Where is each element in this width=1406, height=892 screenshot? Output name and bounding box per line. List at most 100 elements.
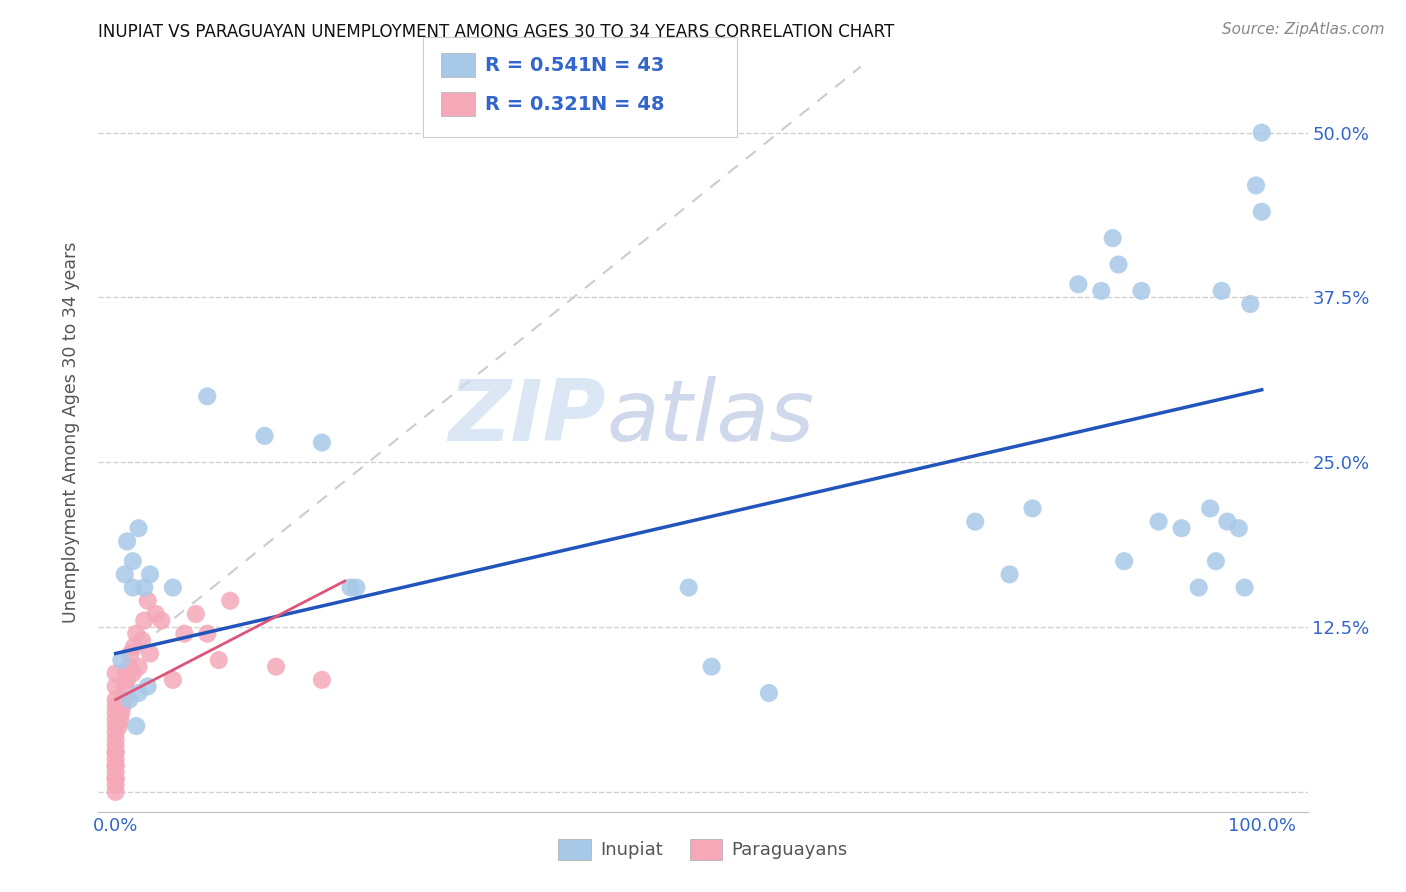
- Point: [1227, 521, 1250, 535]
- Point: [115, 673, 138, 687]
- Point: [311, 673, 333, 687]
- Point: [110, 706, 132, 720]
- Point: [104, 758, 127, 772]
- Point: [104, 752, 127, 766]
- Y-axis label: Unemployment Among Ages 30 to 34 years: Unemployment Among Ages 30 to 34 years: [62, 242, 80, 624]
- Point: [104, 745, 127, 759]
- Point: [125, 626, 148, 640]
- Point: [1250, 126, 1272, 140]
- Point: [1250, 204, 1272, 219]
- Text: ZIP: ZIP: [449, 376, 606, 459]
- Point: [195, 626, 218, 640]
- Point: [311, 435, 333, 450]
- Point: [128, 686, 150, 700]
- Point: [1090, 284, 1112, 298]
- Point: [104, 725, 127, 739]
- Point: [104, 745, 127, 759]
- Point: [758, 686, 780, 700]
- Point: [104, 666, 127, 681]
- Point: [139, 567, 162, 582]
- Point: [150, 614, 173, 628]
- Point: [1233, 581, 1256, 595]
- Point: [208, 653, 231, 667]
- Point: [104, 692, 127, 706]
- Point: [145, 607, 167, 621]
- Point: [1021, 501, 1043, 516]
- Text: N = 48: N = 48: [591, 95, 664, 114]
- Point: [136, 593, 159, 607]
- Point: [1107, 258, 1129, 272]
- Point: [121, 554, 143, 568]
- Point: [115, 666, 138, 681]
- Point: [114, 567, 136, 582]
- Point: [339, 581, 361, 595]
- Point: [131, 633, 153, 648]
- Point: [108, 719, 131, 733]
- Point: [108, 713, 131, 727]
- Point: [998, 567, 1021, 582]
- Point: [104, 772, 127, 786]
- Point: [1101, 231, 1123, 245]
- Point: [1244, 178, 1267, 193]
- Point: [112, 692, 135, 706]
- Point: [104, 765, 127, 780]
- Point: [1199, 501, 1222, 516]
- Point: [104, 699, 127, 714]
- Point: [1130, 284, 1153, 298]
- Point: [134, 581, 156, 595]
- Point: [111, 699, 134, 714]
- Text: atlas: atlas: [606, 376, 814, 459]
- Point: [118, 659, 141, 673]
- Point: [195, 389, 218, 403]
- Point: [1170, 521, 1192, 535]
- Point: [121, 666, 143, 681]
- Point: [219, 593, 242, 607]
- Point: [139, 647, 162, 661]
- Point: [1188, 581, 1211, 595]
- Point: [162, 673, 184, 687]
- Point: [1114, 554, 1136, 568]
- Legend: Inupiat, Paraguayans: Inupiat, Paraguayans: [551, 832, 855, 867]
- Point: [104, 785, 127, 799]
- Point: [1216, 515, 1239, 529]
- Point: [344, 581, 367, 595]
- Point: [104, 713, 127, 727]
- Point: [118, 692, 141, 706]
- Point: [104, 680, 127, 694]
- Point: [104, 758, 127, 772]
- Point: [700, 659, 723, 673]
- Point: [965, 515, 987, 529]
- Point: [128, 521, 150, 535]
- Point: [134, 614, 156, 628]
- Point: [173, 626, 195, 640]
- Point: [264, 659, 287, 673]
- Point: [253, 429, 276, 443]
- Point: [162, 581, 184, 595]
- Point: [115, 534, 138, 549]
- Point: [1205, 554, 1227, 568]
- Text: INUPIAT VS PARAGUAYAN UNEMPLOYMENT AMONG AGES 30 TO 34 YEARS CORRELATION CHART: INUPIAT VS PARAGUAYAN UNEMPLOYMENT AMONG…: [98, 23, 894, 41]
- Point: [128, 659, 150, 673]
- Point: [136, 680, 159, 694]
- Point: [1211, 284, 1233, 298]
- Point: [104, 732, 127, 747]
- Point: [121, 581, 143, 595]
- Point: [114, 680, 136, 694]
- Point: [184, 607, 207, 621]
- Point: [122, 640, 145, 654]
- Point: [104, 778, 127, 792]
- Point: [104, 706, 127, 720]
- Point: [120, 647, 142, 661]
- Point: [125, 719, 148, 733]
- Text: Source: ZipAtlas.com: Source: ZipAtlas.com: [1222, 22, 1385, 37]
- Text: N = 43: N = 43: [591, 55, 664, 75]
- Point: [104, 719, 127, 733]
- Text: R = 0.541: R = 0.541: [485, 55, 592, 75]
- Point: [104, 772, 127, 786]
- Point: [110, 653, 132, 667]
- Point: [1239, 297, 1261, 311]
- Point: [104, 739, 127, 753]
- Point: [678, 581, 700, 595]
- Point: [1147, 515, 1170, 529]
- Point: [1067, 277, 1090, 292]
